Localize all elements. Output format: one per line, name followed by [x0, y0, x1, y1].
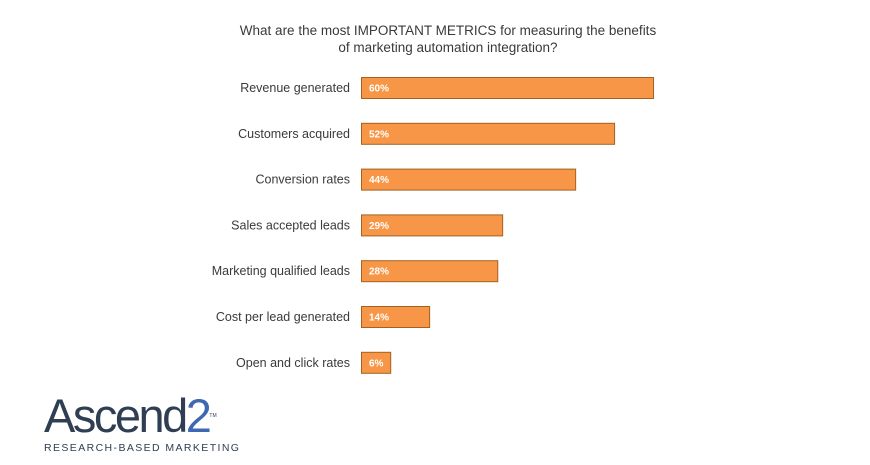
logo-word: Ascend: [44, 389, 188, 442]
chart-title: What are the most IMPORTANT METRICS for …: [0, 22, 870, 56]
bar-conversion-rates: [361, 168, 577, 191]
bar-chart: Revenue generated 60% Customers acquired 52…: [212, 77, 655, 374]
value-label: 44%: [369, 175, 389, 186]
bar-open-and-click-rates: [361, 351, 392, 374]
category-label: Customers acquired: [238, 127, 350, 141]
category-label: Sales accepted leads: [231, 218, 350, 232]
logo-wordmark: Ascend2TM: [44, 392, 240, 440]
value-label: 14%: [369, 313, 389, 324]
chart-title-line-2: of marketing automation integration?: [338, 40, 558, 55]
value-label: 6%: [369, 358, 384, 369]
ascend2-logo: Ascend2TM RESEARCH-BASED MARKETING: [44, 392, 241, 455]
category-label: Revenue generated: [240, 81, 350, 95]
logo-tm: TM: [209, 413, 217, 419]
category-label: Cost per lead generated: [216, 310, 350, 324]
category-label: Conversion rates: [256, 173, 351, 187]
category-label: Marketing qualified leads: [212, 264, 350, 278]
value-label: 28%: [369, 267, 389, 278]
category-label: Open and click rates: [236, 356, 350, 370]
logo-digit: 2: [185, 389, 212, 442]
logo-tagline: RESEARCH-BASED MARKETING: [44, 442, 241, 454]
bar-sales-accepted-leads: [361, 214, 504, 237]
value-label: 52%: [369, 129, 389, 140]
chart-title-line-1: What are the most IMPORTANT METRICS for …: [239, 23, 657, 38]
bar-revenue-generated: [361, 77, 655, 99]
value-label: 29%: [369, 221, 389, 232]
bar-marketing-qualified-leads: [361, 260, 499, 283]
value-label: 60%: [369, 84, 389, 95]
bar-cost-per-lead-generated: [361, 306, 431, 328]
bar-customers-acquired: [361, 122, 616, 145]
